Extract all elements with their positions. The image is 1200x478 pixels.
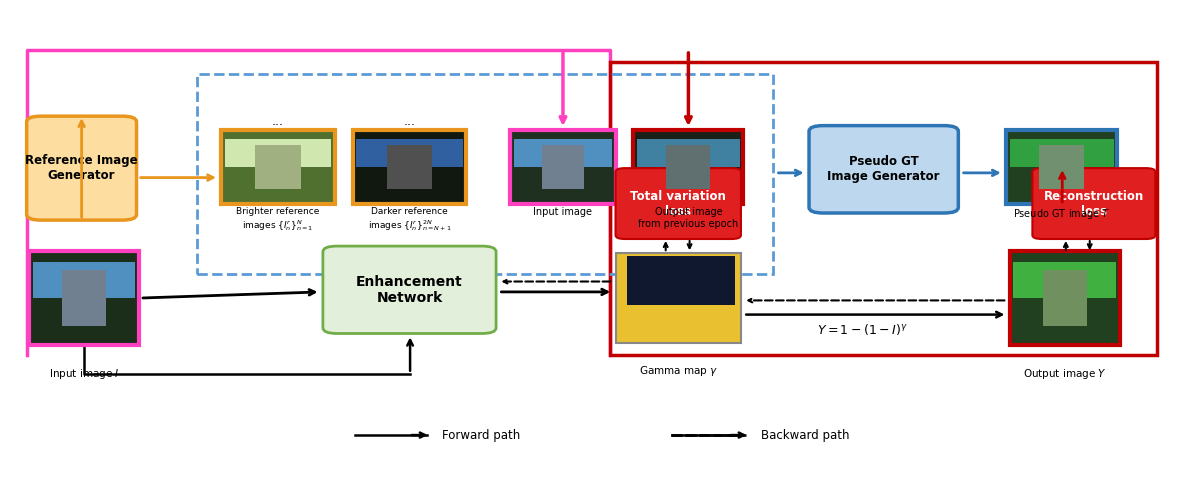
Text: Input image $I$: Input image $I$ (49, 367, 119, 380)
Bar (198, 74, 773, 274)
Text: $Y = 1-(1-I)^\gamma$: $Y = 1-(1-I)^\gamma$ (817, 322, 908, 337)
Text: Darker reference
images $\{I_n^r\}_{n=N+1}^{2N}$: Darker reference images $\{I_n^r\}_{n=N+… (367, 207, 451, 233)
FancyBboxPatch shape (809, 126, 959, 213)
Text: Output image
from previous epoch: Output image from previous epoch (638, 207, 738, 229)
Text: Backward path: Backward path (761, 429, 850, 442)
FancyBboxPatch shape (1032, 168, 1156, 239)
Bar (1039, 145, 1084, 189)
Bar (542, 145, 584, 189)
Bar (1009, 251, 1120, 345)
Text: Input image: Input image (534, 207, 593, 217)
Bar (224, 139, 331, 167)
Bar (29, 251, 139, 345)
Bar (1009, 139, 1114, 167)
Text: Gamma map $\gamma$: Gamma map $\gamma$ (638, 364, 718, 378)
Text: Pseudo GT
Image Generator: Pseudo GT Image Generator (828, 155, 940, 184)
FancyBboxPatch shape (616, 168, 740, 239)
Bar (356, 139, 463, 167)
Text: Output image $Y$: Output image $Y$ (1022, 367, 1106, 380)
Bar (353, 130, 467, 204)
Bar (62, 270, 106, 326)
Bar (616, 253, 740, 343)
Text: ...: ... (403, 115, 415, 128)
Bar (256, 145, 301, 189)
Text: ...: ... (272, 115, 284, 128)
Bar (32, 262, 136, 298)
Bar (510, 130, 616, 204)
Bar (628, 256, 734, 305)
Bar (610, 62, 1157, 355)
Bar (1006, 130, 1117, 204)
Bar (666, 145, 710, 189)
Bar (637, 139, 739, 167)
Text: Pseudo GT image $T$: Pseudo GT image $T$ (1013, 207, 1110, 221)
Text: Brighter reference
images $\{I_n^r\}_{n=1}^N$: Brighter reference images $\{I_n^r\}_{n=… (236, 207, 319, 233)
Bar (1013, 262, 1116, 298)
Text: Total variation
loss: Total variation loss (630, 190, 726, 217)
Bar (1043, 270, 1087, 326)
Text: Reference Image
Generator: Reference Image Generator (25, 154, 138, 182)
Text: Enhancement
Network: Enhancement Network (356, 275, 463, 305)
Bar (221, 130, 335, 204)
FancyBboxPatch shape (323, 246, 496, 334)
FancyBboxPatch shape (26, 116, 137, 220)
Bar (514, 139, 612, 167)
Bar (634, 130, 743, 204)
Text: Reconstruction
loss: Reconstruction loss (1044, 190, 1144, 217)
Text: Forward path: Forward path (443, 429, 521, 442)
Bar (386, 145, 432, 189)
Polygon shape (628, 305, 734, 338)
